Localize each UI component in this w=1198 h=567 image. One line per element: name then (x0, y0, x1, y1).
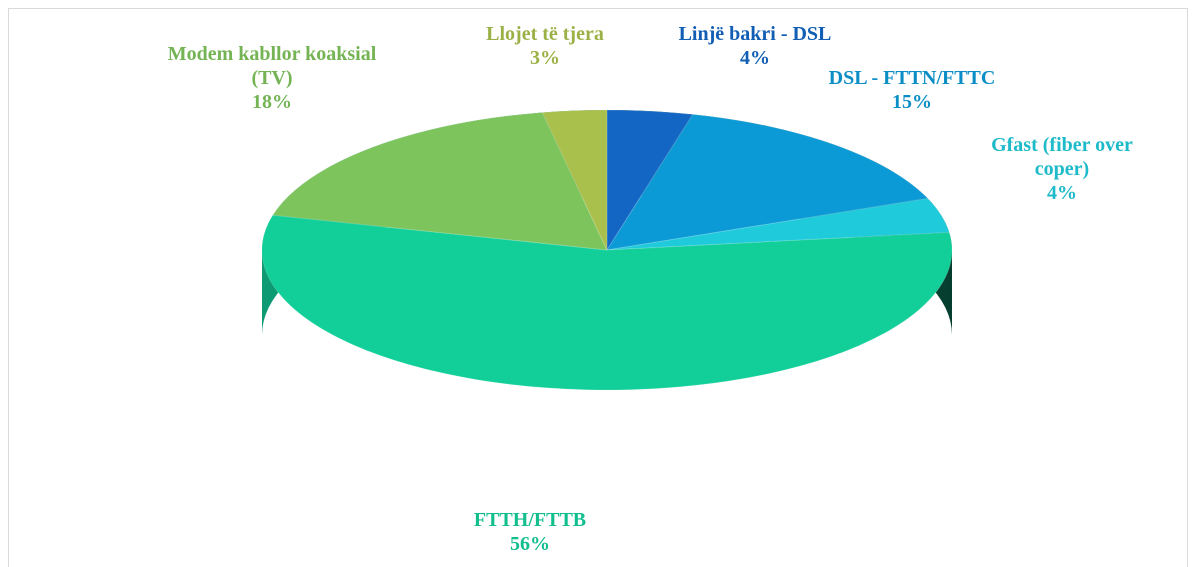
data-label: Modem kabllor koaksial (TV) 18% (167, 42, 377, 114)
label-value: 56% (510, 533, 550, 555)
label-value: 3% (530, 47, 560, 69)
label-value: 4% (1047, 182, 1077, 204)
label-name: Gfast (fiber over coper) (991, 134, 1133, 180)
slice (605, 113, 929, 251)
data-label: Linjë bakri - DSL 4% (635, 22, 875, 70)
slice (271, 111, 608, 251)
label-name: Linjë bakri - DSL (678, 23, 832, 45)
label-value: 18% (252, 91, 292, 113)
slice (606, 197, 950, 251)
data-label: Llojet të tjera 3% (450, 22, 640, 70)
slice (606, 109, 694, 252)
label-name: Llojet të tjera (486, 23, 604, 45)
slice (261, 214, 953, 391)
data-label: Gfast (fiber over coper) 4% (967, 133, 1157, 205)
label-name: FTTH/FTTB (473, 509, 587, 531)
slice (541, 109, 608, 251)
label-value: 4% (740, 47, 770, 69)
label-name: Modem kabllor koaksial (TV) (167, 43, 377, 89)
chart-frame (8, 8, 1188, 567)
data-label: DSL - FTTN/FTTC 15% (812, 66, 1012, 114)
label-name: DSL - FTTN/FTTC (828, 67, 996, 89)
data-label: FTTH/FTTB 56% (430, 508, 630, 556)
label-value: 15% (892, 91, 932, 113)
